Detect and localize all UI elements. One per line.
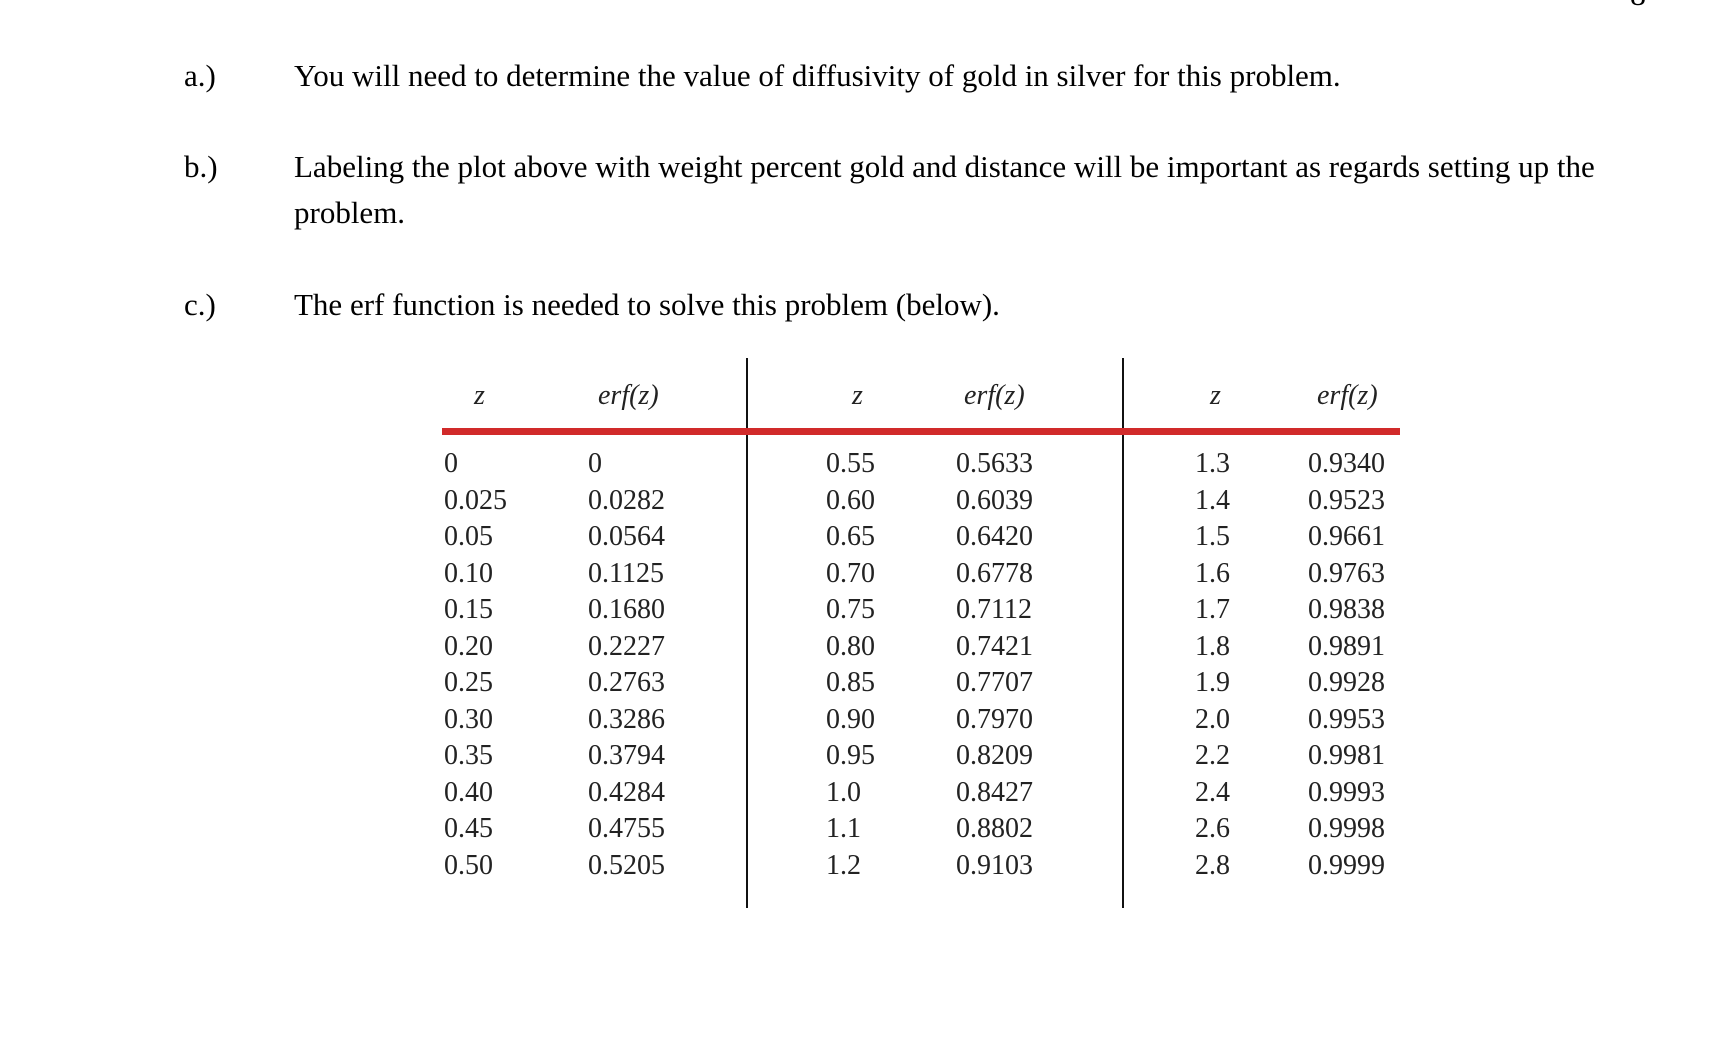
z-column-2: 0.55 0.60 0.65 0.70 0.75 0.80 0.85 0.90 0.95 1.0 1… [826, 446, 875, 884]
table-cell: 0.9891 [1308, 630, 1385, 662]
table-cell: 0.50 [444, 849, 493, 881]
erf-table: z erf(z) z erf(z) z erf(z) 0 0.025 0.05 0.1… [440, 358, 1400, 908]
table-cell: 2.4 [1195, 776, 1230, 808]
table-cell: 1.6 [1195, 557, 1230, 589]
table-cell: 1.2 [826, 849, 861, 881]
table-cell: 2.2 [1195, 740, 1230, 771]
table-cell: 0.3286 [588, 703, 665, 735]
table-cell: 0.90 [826, 703, 875, 735]
table-cell: 0.05 [444, 521, 493, 552]
erf-column-2: 0.5633 0.6039 0.6420 0.6778 0.7112 0.7421 0.77… [956, 446, 1033, 884]
header-erf-3: erf(z) [1317, 380, 1378, 411]
table-cell: 1.7 [1195, 594, 1230, 625]
column-separator [746, 358, 748, 908]
table-cell: 0 [588, 448, 602, 479]
table-cell: 0.70 [826, 557, 875, 589]
table-cell: 0.7421 [956, 630, 1033, 662]
table-cell: 0.95 [826, 740, 875, 771]
table-cell: 0.9993 [1308, 776, 1385, 808]
table-cell: 0.9953 [1308, 703, 1385, 735]
table-cell: 0.60 [826, 484, 875, 516]
table-cell: 0.0564 [588, 521, 665, 552]
table-cell: 0.35 [444, 740, 493, 771]
page-number: 8 [1630, 0, 1646, 10]
table-cell: 0.9928 [1308, 667, 1385, 698]
table-cell: 0.8802 [956, 813, 1033, 844]
table-cell: 0.80 [826, 630, 875, 662]
header-z-3: z [1210, 380, 1221, 411]
table-cell: 1.3 [1195, 448, 1230, 479]
item-a-label: a.) [184, 58, 216, 93]
table-cell: 0.30 [444, 703, 493, 735]
table-cell: 0.7970 [956, 703, 1033, 735]
table-cell: 1.1 [826, 813, 861, 844]
table-cell: 1.0 [826, 776, 861, 808]
table-cell: 0.6420 [956, 521, 1033, 552]
table-cell: 0.9340 [1308, 448, 1385, 479]
table-cell: 0.65 [826, 521, 875, 552]
table-cell: 0.0282 [588, 484, 665, 516]
table-cell: 0.9838 [1308, 594, 1385, 625]
table-cell: 1.5 [1195, 521, 1230, 552]
table-cell: 0.7707 [956, 667, 1033, 698]
table-cell: 0.9998 [1308, 813, 1385, 844]
table-cell: 0.15 [444, 594, 493, 625]
table-cell: 2.6 [1195, 813, 1230, 844]
table-cell: 0.45 [444, 813, 493, 844]
header-erf-1: erf(z) [598, 380, 659, 411]
table-cell: 0.2227 [588, 630, 665, 662]
table-cell: 1.4 [1195, 484, 1230, 516]
item-c-label: c.) [184, 287, 216, 322]
table-cell: 0.2763 [588, 667, 665, 698]
table-cell: 0.75 [826, 594, 875, 625]
table-cell: 0.4284 [588, 776, 665, 808]
item-c-text: The erf function is needed to solve this… [294, 287, 1000, 322]
item-a-text: You will need to determine the value of … [294, 58, 1341, 93]
header-z-1: z [474, 380, 485, 411]
table-cell: 0.6778 [956, 557, 1033, 589]
table-cell: 0.9763 [1308, 557, 1385, 589]
z-column-3: 1.3 1.4 1.5 1.6 1.7 1.8 1.9 2.0 2.2 2.4 2.6 2.8 [1195, 446, 1230, 884]
table-cell: 0.4755 [588, 813, 665, 844]
table-cell: 0.9661 [1308, 521, 1385, 552]
table-cell: 0 [444, 448, 458, 479]
table-cell: 0.9981 [1308, 740, 1385, 771]
header-erf-2: erf(z) [964, 380, 1025, 411]
table-cell: 0.25 [444, 667, 493, 698]
table-cell: 0.8209 [956, 740, 1033, 771]
table-cell: 0.7112 [956, 594, 1032, 625]
table-cell: 0.6039 [956, 484, 1033, 516]
table-cell: 0.5205 [588, 849, 665, 881]
table-cell: 1.8 [1195, 630, 1230, 662]
item-b-label: b.) [184, 149, 218, 184]
table-cell: 0.9999 [1308, 849, 1385, 881]
table-cell: 0.85 [826, 667, 875, 698]
table-cell: 0.55 [826, 448, 875, 479]
table-cell: 0.8427 [956, 776, 1033, 808]
erf-column-3: 0.9340 0.9523 0.9661 0.9763 0.9838 0.9891 0.99… [1308, 446, 1385, 884]
table-cell: 0.025 [444, 484, 507, 516]
table-cell: 0.3794 [588, 740, 665, 771]
item-b-text: Labeling the plot above with weight perc… [294, 149, 1595, 230]
table-cell: 0.10 [444, 557, 493, 589]
table-cell: 0.1125 [588, 557, 664, 589]
table-cell: 0.5633 [956, 448, 1033, 479]
column-separator [1122, 358, 1124, 908]
header-rule [442, 428, 1400, 435]
table-cell: 0.1680 [588, 594, 665, 625]
header-z-2: z [852, 380, 863, 411]
table-cell: 0.20 [444, 630, 493, 662]
table-cell: 0.40 [444, 776, 493, 808]
z-column-1: 0 0.025 0.05 0.10 0.15 0.20 0.25 0.30 0.35 0.40 0.… [444, 446, 507, 884]
table-cell: 1.9 [1195, 667, 1230, 698]
table-cell: 0.9523 [1308, 484, 1385, 516]
table-cell: 2.0 [1195, 703, 1230, 735]
table-cell: 0.9103 [956, 849, 1033, 881]
erf-column-1: 0 0.0282 0.0564 0.1125 0.1680 0.2227 0.2763 0.3… [588, 446, 665, 884]
table-cell: 2.8 [1195, 849, 1230, 881]
